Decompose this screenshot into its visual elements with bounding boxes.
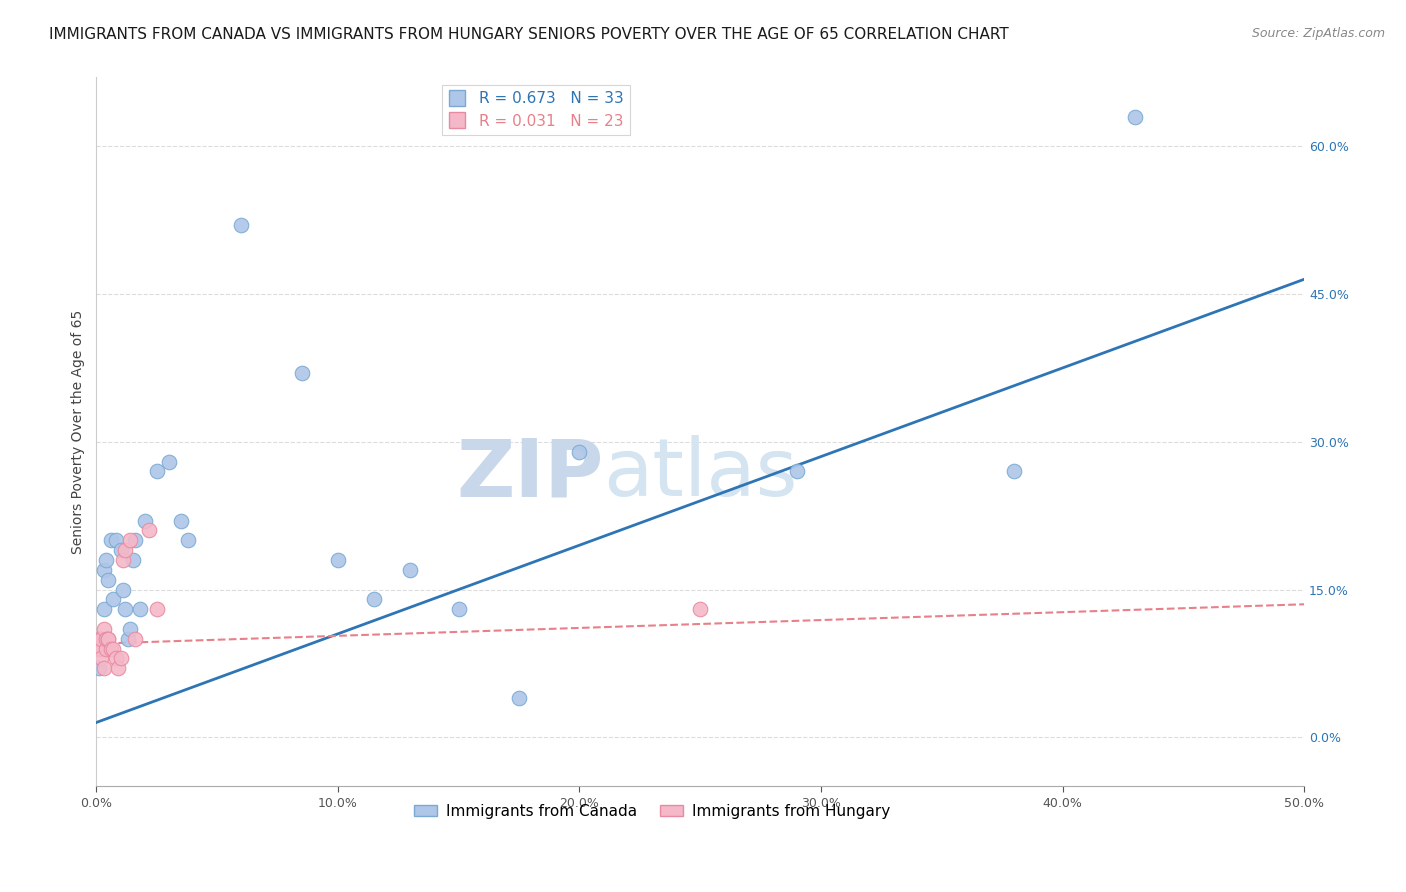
Y-axis label: Seniors Poverty Over the Age of 65: Seniors Poverty Over the Age of 65 xyxy=(72,310,86,554)
Point xyxy=(1002,464,1025,478)
Point xyxy=(111,553,134,567)
Point xyxy=(291,366,314,380)
Point xyxy=(110,651,132,665)
Point xyxy=(114,543,136,558)
Text: IMMIGRANTS FROM CANADA VS IMMIGRANTS FROM HUNGARY SENIORS POVERTY OVER THE AGE O: IMMIGRANTS FROM CANADA VS IMMIGRANTS FRO… xyxy=(49,27,1010,42)
Point xyxy=(104,533,127,548)
Point xyxy=(170,514,193,528)
Point xyxy=(90,632,112,646)
Point xyxy=(120,622,142,636)
Point xyxy=(157,454,180,468)
Point xyxy=(138,524,160,538)
Point xyxy=(94,641,117,656)
Point xyxy=(97,632,120,646)
Point xyxy=(145,602,167,616)
Point xyxy=(231,218,253,232)
Point xyxy=(90,632,112,646)
Point xyxy=(399,563,422,577)
Point xyxy=(121,553,143,567)
Point xyxy=(124,632,146,646)
Point xyxy=(104,651,127,665)
Point xyxy=(93,563,115,577)
Point xyxy=(90,641,112,656)
Point xyxy=(103,592,125,607)
Point xyxy=(117,632,139,646)
Point xyxy=(103,641,125,656)
Text: Source: ZipAtlas.com: Source: ZipAtlas.com xyxy=(1251,27,1385,40)
Point xyxy=(110,543,132,558)
Point xyxy=(120,533,142,548)
Point xyxy=(1123,110,1146,124)
Point xyxy=(97,573,120,587)
Point xyxy=(114,602,136,616)
Point xyxy=(93,602,115,616)
Point xyxy=(508,690,530,705)
Point xyxy=(177,533,200,548)
Point xyxy=(363,592,385,607)
Point xyxy=(111,582,134,597)
Point xyxy=(90,651,112,665)
Point xyxy=(689,602,711,616)
Point xyxy=(447,602,470,616)
Point xyxy=(145,464,167,478)
Point xyxy=(134,514,156,528)
Point xyxy=(100,641,122,656)
Point xyxy=(97,632,120,646)
Point xyxy=(786,464,808,478)
Point xyxy=(326,553,349,567)
Point xyxy=(87,641,110,656)
Point xyxy=(128,602,150,616)
Point xyxy=(94,553,117,567)
Text: atlas: atlas xyxy=(603,435,799,514)
Point xyxy=(124,533,146,548)
Point xyxy=(87,661,110,675)
Point xyxy=(93,661,115,675)
Point xyxy=(94,632,117,646)
Text: ZIP: ZIP xyxy=(457,435,603,514)
Point xyxy=(93,622,115,636)
Point xyxy=(568,444,591,458)
Legend: Immigrants from Canada, Immigrants from Hungary: Immigrants from Canada, Immigrants from … xyxy=(408,797,896,825)
Point xyxy=(87,632,110,646)
Point xyxy=(107,661,129,675)
Point xyxy=(100,533,122,548)
